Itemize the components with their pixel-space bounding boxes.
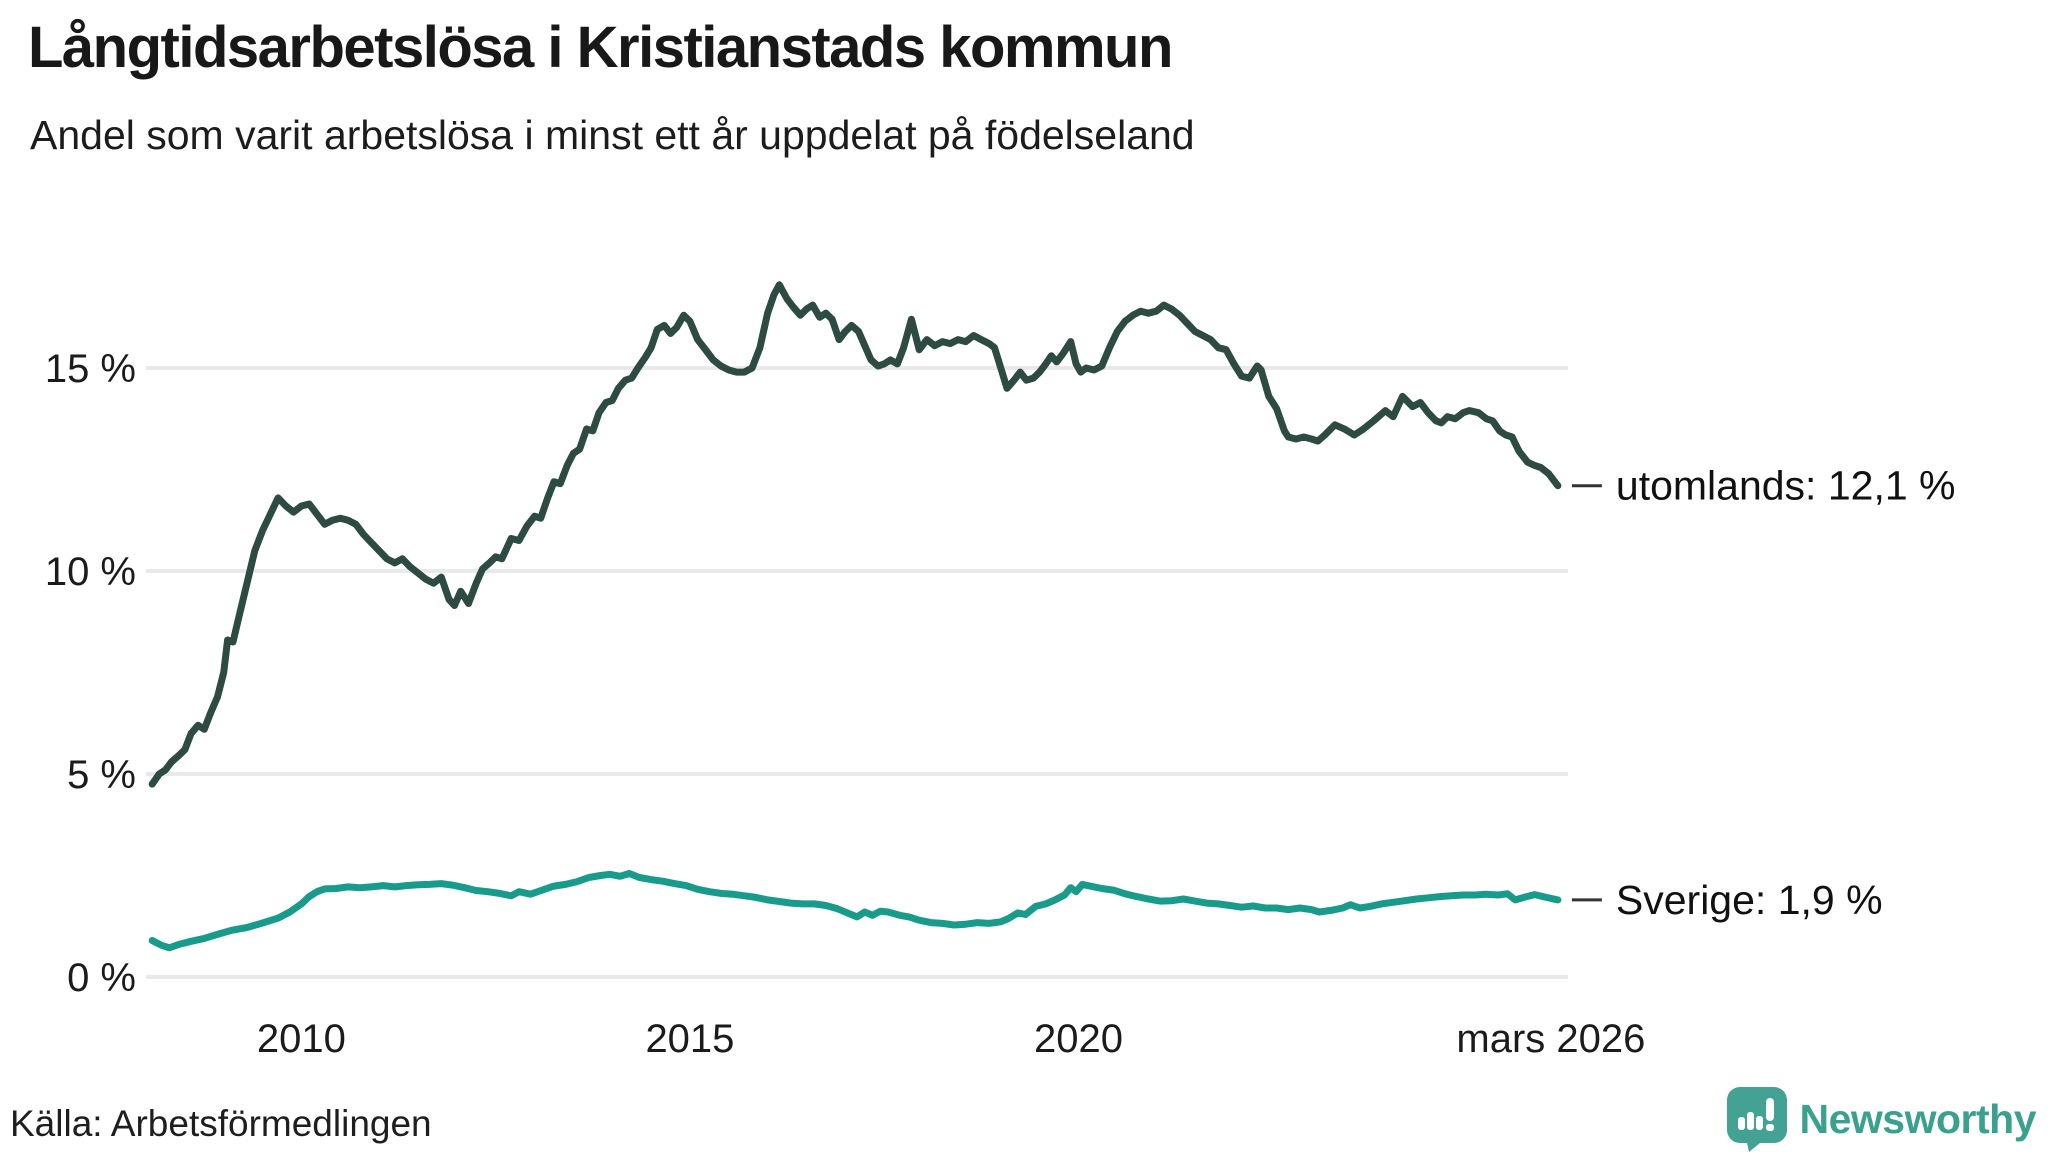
x-tick-label: 2015: [645, 1017, 734, 1061]
x-axis-tick-labels: 2010 2015 2020 mars 2026: [257, 1017, 1645, 1061]
series-end-labels: utomlands: 12,1 % Sverige: 1,9 %: [1571, 463, 1956, 923]
x-tick-label: 2020: [1034, 1017, 1123, 1061]
brand-name: Newsworthy: [1799, 1095, 2037, 1142]
y-axis-tick-labels: 0 % 5 % 10 % 15 %: [45, 347, 136, 1000]
x-tick-label: mars 2026: [1456, 1017, 1645, 1061]
series-line-sverige: [148, 870, 1562, 952]
y-tick-label: 5 %: [67, 753, 136, 797]
y-tick-label: 10 %: [45, 550, 136, 594]
y-tick-label: 15 %: [45, 347, 136, 391]
x-tick-label: 2010: [257, 1017, 346, 1061]
page-title: Långtidsarbetslösa i Kristianstads kommu…: [28, 15, 1173, 80]
y-tick-label: 0 %: [67, 956, 136, 1000]
end-label-utomlands: utomlands: 12,1 %: [1616, 463, 1956, 509]
series-line-utomlands: [148, 281, 1562, 788]
source-note: Källa: Arbetsförmedlingen: [10, 1103, 432, 1144]
end-label-sverige: Sverige: 1,9 %: [1616, 877, 1883, 923]
page-subtitle: Andel som varit arbetslösa i minst ett å…: [30, 112, 1195, 158]
brand-logo: Newsworthy: [1726, 1086, 2037, 1152]
data-series-lines: [148, 281, 1562, 952]
newsworthy-icon: [1726, 1087, 1787, 1152]
gridlines: [146, 366, 1568, 979]
